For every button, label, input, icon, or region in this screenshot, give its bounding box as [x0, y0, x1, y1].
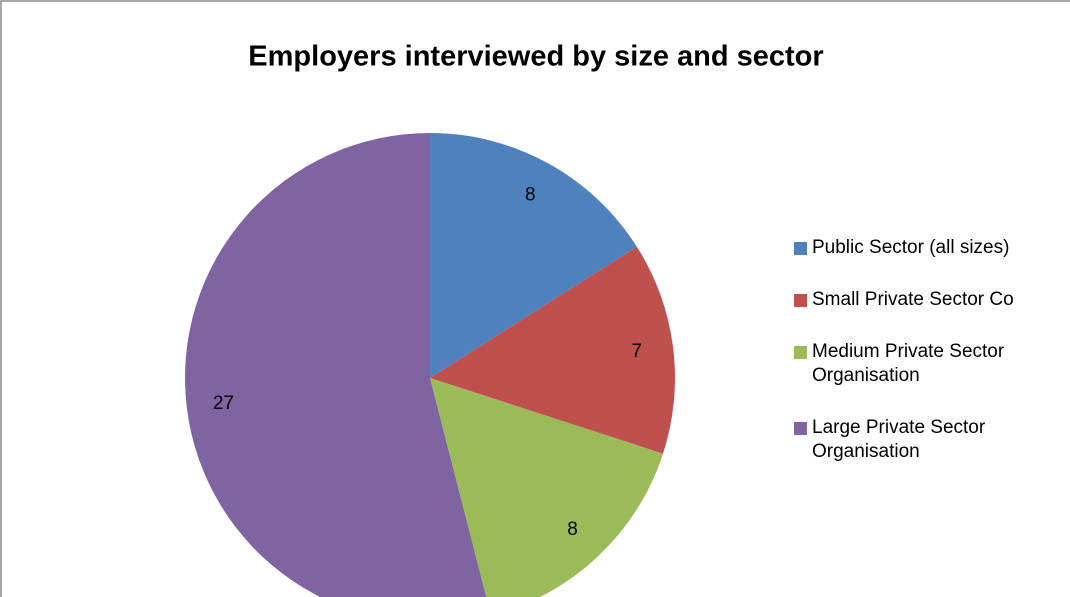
legend-item: Small Private Sector Co — [790, 288, 1060, 312]
pie — [185, 133, 675, 597]
pie-slice — [430, 378, 664, 597]
legend-swatch — [794, 294, 807, 307]
pie-slice — [185, 133, 487, 597]
legend-label: Public Sector (all sizes) — [812, 237, 1010, 258]
legend-label: Large Private Sector Organisation — [812, 417, 986, 462]
legend-item: Medium Private Sector Organisation — [790, 340, 1060, 388]
legend-swatch — [794, 422, 807, 435]
data-label: 8 — [525, 185, 536, 206]
legend-swatch — [794, 242, 807, 255]
legend-label: Small Private Sector Co — [812, 289, 1014, 310]
pie-slice — [430, 133, 637, 378]
legend-item: Large Private Sector Organisation — [790, 416, 1060, 464]
legend-swatch — [794, 346, 807, 359]
data-label: 7 — [631, 341, 642, 362]
legend-item: Public Sector (all sizes) — [790, 236, 1060, 260]
data-label: 8 — [567, 519, 578, 540]
chart-title: Employers interviewed by size and sector — [248, 41, 823, 73]
legend: Public Sector (all sizes) Small Private S… — [790, 236, 1060, 492]
data-label: 27 — [213, 393, 234, 414]
pie-slice — [430, 246, 675, 454]
legend-label: Medium Private Sector Organisation — [812, 341, 1005, 386]
